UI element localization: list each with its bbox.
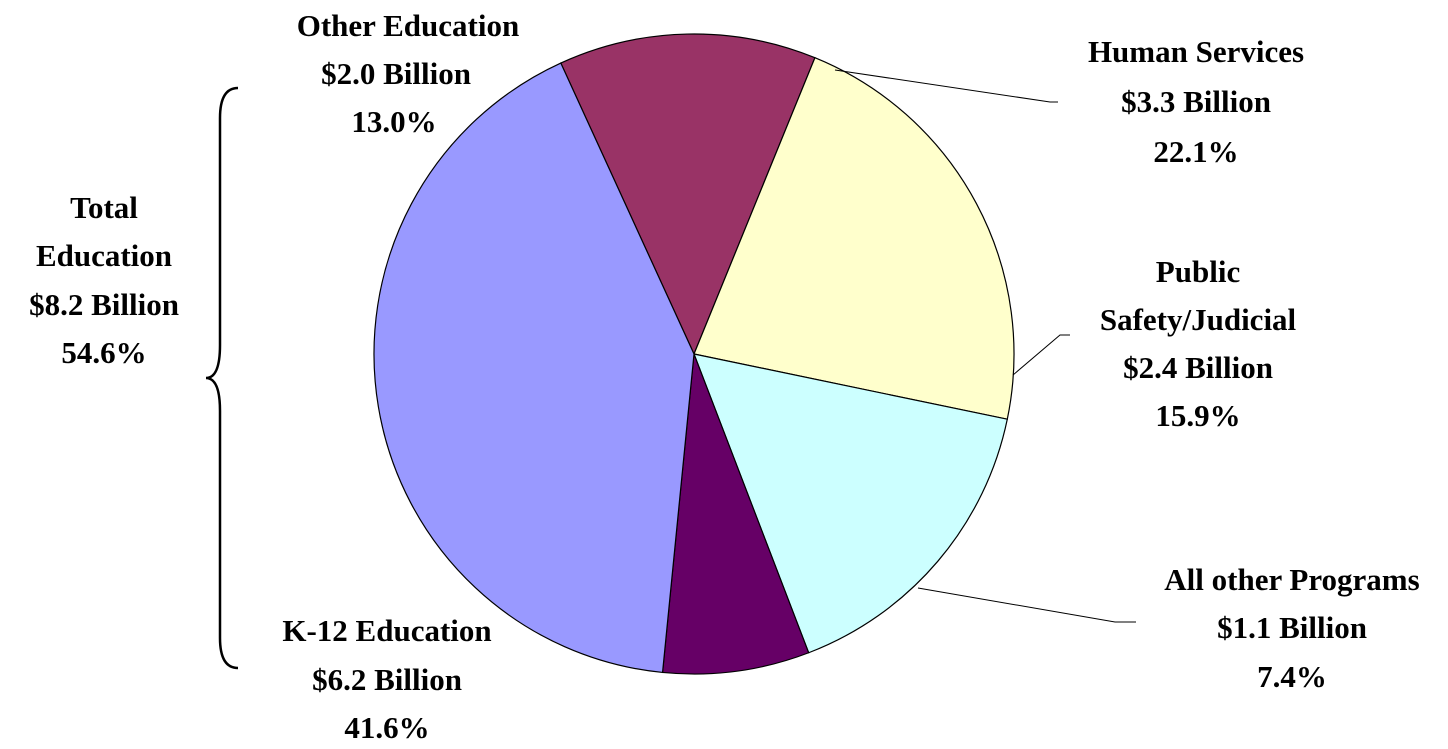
leader-line-public-safety — [1012, 334, 1070, 376]
label-other-education-percent: 13.0% — [351, 104, 436, 139]
label-other-education-amount: $2.0 Billion — [321, 56, 471, 91]
label-total-education-line1: Total — [70, 190, 138, 225]
label-total-education-percent: 54.6% — [61, 335, 146, 370]
label-public-safety-amount: $2.4 Billion — [1123, 350, 1273, 385]
label-all-other-amount: $1.1 Billion — [1217, 610, 1367, 645]
label-total-education-amount: $8.2 Billion — [29, 287, 179, 322]
label-human-services-amount: $3.3 Billion — [1121, 84, 1271, 119]
label-human-services-percent: 22.1% — [1153, 134, 1238, 169]
label-all-other-programs: All other Programs $1.1 Billion 7.4% — [1164, 562, 1419, 694]
leader-line-all-other — [917, 587, 1136, 623]
pie-slices — [373, 33, 1015, 675]
label-all-other-name: All other Programs — [1164, 562, 1419, 597]
total-education-brace — [205, 86, 239, 670]
label-human-services: Human Services $3.3 Billion 22.1% — [1088, 34, 1304, 169]
pie-slice-k12-education — [373, 62, 695, 674]
label-total-education-line2: Education — [36, 238, 172, 273]
label-total-education: Total Education $8.2 Billion 54.6% — [29, 190, 179, 370]
label-other-education-name: Other Education — [297, 8, 519, 43]
label-other-education: Other Education $2.0 Billion 13.0% — [297, 8, 519, 139]
label-k12-name: K-12 Education — [282, 613, 491, 648]
label-k12-percent: 41.6% — [344, 710, 429, 744]
label-k12-education: K-12 Education $6.2 Billion 41.6% — [282, 613, 491, 745]
leader-line-human-services — [834, 69, 1058, 103]
label-public-safety-judicial: Public Safety/Judicial $2.4 Billion 15.9… — [1100, 254, 1297, 433]
label-public-safety-line2: Safety/Judicial — [1100, 302, 1297, 337]
label-all-other-percent: 7.4% — [1257, 659, 1327, 694]
pie-slice-human-services — [693, 56, 1015, 420]
label-public-safety-percent: 15.9% — [1155, 398, 1240, 433]
pie-slice-other-education — [559, 33, 816, 356]
label-public-safety-line1: Public — [1156, 254, 1240, 289]
leader-lines — [834, 69, 1136, 623]
pie-slice-public-safety-judicial — [693, 353, 1008, 654]
label-human-services-name: Human Services — [1088, 34, 1304, 69]
pie-slice-all-other-programs — [661, 353, 810, 675]
label-k12-amount: $6.2 Billion — [312, 662, 462, 697]
